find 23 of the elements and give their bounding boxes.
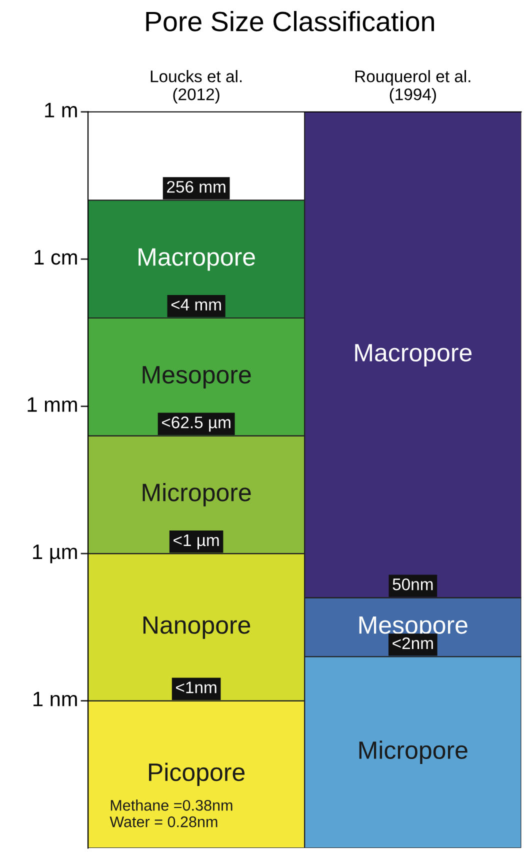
annotation: <1 µm [174, 534, 219, 550]
annotation: Methane =0.38nm Water = 0.28nm [110, 800, 232, 828]
x-tick-label: Rouquerol et al. (1994) [355, 70, 470, 104]
ref-line-label: 1 mm [28, 397, 77, 412]
series-label: Macropore [355, 344, 472, 366]
ref-line-label: 1 cm [34, 250, 77, 265]
annotation: <4 mm [171, 298, 221, 310]
ref-line-label: 1 µm [33, 544, 77, 564]
annotation: <1nm [176, 682, 216, 694]
series-label: Micropore [359, 740, 468, 764]
series-label: Micropore [142, 483, 251, 506]
series-label: Macropore [138, 248, 255, 271]
annotation: 256 mm [167, 180, 226, 193]
ref-line-label: 1 m [45, 102, 77, 118]
ref-line-label: 1 nm [34, 692, 77, 706]
annotation: <62.5 µm [162, 416, 230, 432]
x-tick-label: Loucks et al. (2012) [150, 70, 242, 104]
series-label: Mesopore [142, 366, 251, 389]
chart-title: Pore Size Classification [146, 10, 434, 32]
annotation: <2nm [392, 637, 433, 649]
series-label: Nanopore [143, 616, 250, 639]
annotation: 50nm [392, 578, 433, 590]
series-label: Picopore [149, 762, 245, 786]
